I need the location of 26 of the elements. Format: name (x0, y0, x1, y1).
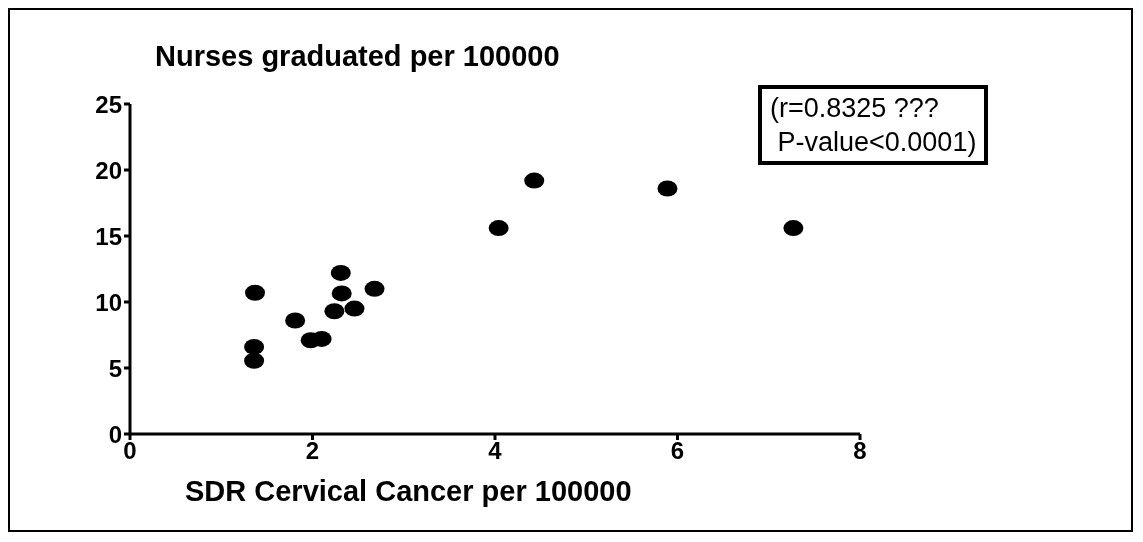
point (657, 180, 678, 197)
x-tick-label: 2 (305, 437, 320, 465)
y-tick-label: 0 (108, 420, 122, 448)
annotation: (r=0.8325 ??? P-value<0.0001) (758, 85, 989, 165)
chart-title: Nurses graduated per 100000 (155, 40, 560, 73)
point (524, 172, 545, 189)
point (364, 280, 385, 297)
point (331, 285, 352, 302)
x-tick-label: 4 (488, 437, 503, 465)
y-tick-label: 15 (95, 222, 122, 250)
point (488, 220, 509, 237)
point (783, 220, 804, 237)
y-tick-label: 5 (108, 354, 122, 382)
y-tick-label: 10 (95, 288, 122, 316)
point (285, 312, 306, 329)
y-tick-label: 25 (95, 90, 122, 118)
x-tick-label: 8 (853, 437, 867, 465)
point (344, 300, 365, 317)
point (330, 264, 351, 281)
point (244, 352, 265, 369)
x-tick-label: 6 (670, 437, 685, 465)
point (244, 338, 265, 355)
point (324, 303, 345, 320)
point (245, 284, 266, 301)
y-tick-label: 20 (95, 156, 122, 184)
x-axis-title: SDR Cervical Cancer per 100000 (185, 475, 632, 508)
